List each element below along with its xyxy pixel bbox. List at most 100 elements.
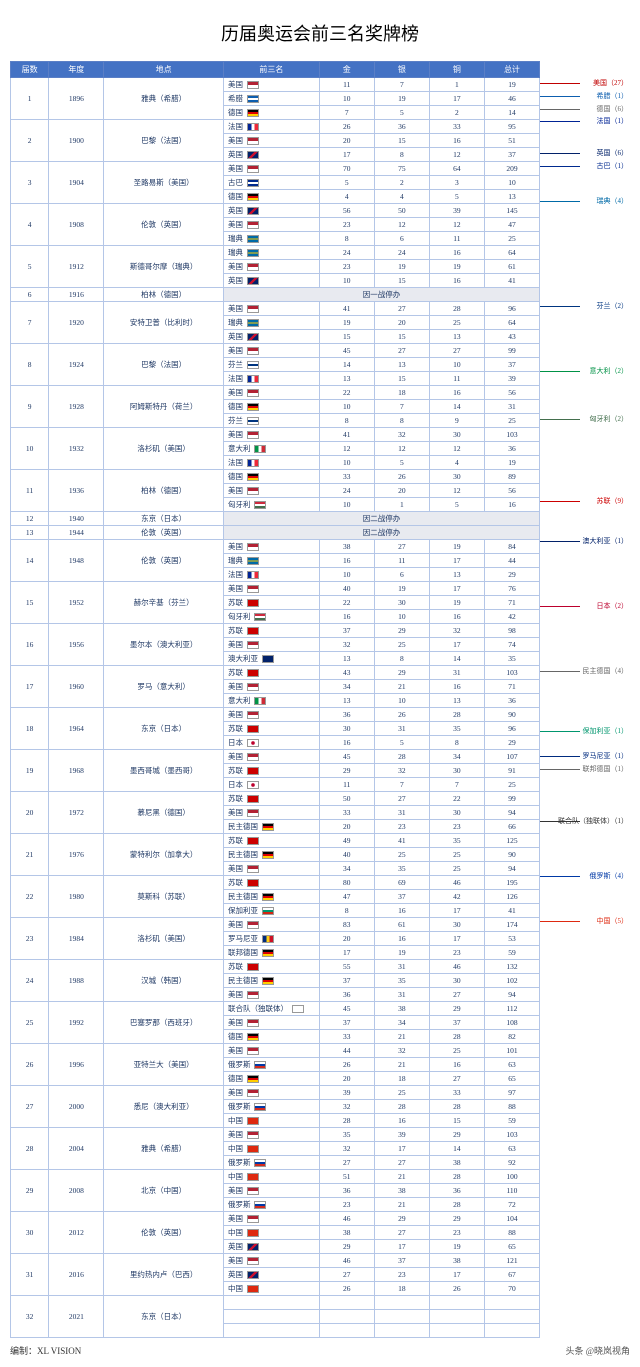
- cell: 芬兰: [224, 414, 320, 428]
- cell: 1912: [49, 246, 104, 288]
- cell: 美国: [224, 750, 320, 764]
- cell: 46: [429, 876, 484, 890]
- cell: 40: [319, 848, 374, 862]
- flag-icon: [247, 753, 259, 761]
- cell: 16: [429, 246, 484, 260]
- cell: 14: [11, 540, 49, 582]
- cell: 8: [319, 414, 374, 428]
- cell: 德国: [224, 106, 320, 120]
- cell: 21: [374, 1198, 429, 1212]
- cell: 19: [374, 582, 429, 596]
- cell: 23: [429, 946, 484, 960]
- cell: 19: [374, 260, 429, 274]
- cell: 34: [429, 750, 484, 764]
- cell: 14: [484, 106, 539, 120]
- cell: [484, 1310, 539, 1324]
- cell: [224, 1296, 320, 1310]
- cell: 27: [374, 302, 429, 316]
- cell: 22: [11, 876, 49, 918]
- cell: 巴黎（法国）: [104, 120, 224, 162]
- table-row: 71920安特卫普（比利时）美国 41272896: [11, 302, 540, 316]
- cell: 24: [374, 246, 429, 260]
- cell: 80: [319, 876, 374, 890]
- cell: 17: [429, 904, 484, 918]
- cell: 27: [11, 1086, 49, 1128]
- cell: 56: [319, 204, 374, 218]
- table-row: 51912斯德哥尔摩（瑞典）瑞典 24241664: [11, 246, 540, 260]
- flag-icon: [262, 893, 274, 901]
- cell: 74: [484, 638, 539, 652]
- cell: 30: [429, 918, 484, 932]
- cell: 24: [319, 246, 374, 260]
- cell: 25: [484, 778, 539, 792]
- cell: 27: [429, 988, 484, 1002]
- cell: 20: [374, 484, 429, 498]
- cell: [484, 1296, 539, 1310]
- cell: 26: [319, 1058, 374, 1072]
- cell: 法国: [224, 568, 320, 582]
- cell: 洛杉矶（美国）: [104, 428, 224, 470]
- cell: 13: [319, 372, 374, 386]
- cell: 1960: [49, 666, 104, 708]
- cell: 55: [319, 960, 374, 974]
- table-row: 282004雅典（希腊）美国 353929103: [11, 1128, 540, 1142]
- flag-icon: [247, 333, 259, 341]
- cell: 69: [374, 876, 429, 890]
- side-label: 瑞典（4）: [597, 196, 629, 206]
- cell: 英国: [224, 1240, 320, 1254]
- cell: 53: [484, 932, 539, 946]
- table-row: 292008北京（中国）中国 512128100: [11, 1170, 540, 1184]
- table-row: 251992巴塞罗那（西班牙）联合队（独联体） 453829112: [11, 1002, 540, 1016]
- cell: 中国: [224, 1282, 320, 1296]
- cell: 英国: [224, 204, 320, 218]
- cell: 美国: [224, 134, 320, 148]
- cell: 71: [484, 596, 539, 610]
- table-row: 121940东京（日本）因二战停办: [11, 512, 540, 526]
- cell: 12: [374, 442, 429, 456]
- flag-icon: [247, 1019, 259, 1027]
- cell: 美国: [224, 862, 320, 876]
- flag-icon: [247, 1173, 259, 1181]
- cell: 45: [319, 750, 374, 764]
- col-header: 地点: [104, 62, 224, 78]
- cell: 中国: [224, 1226, 320, 1240]
- table-row: 31904圣路易斯（美国）美国 707564209: [11, 162, 540, 176]
- cell: 31: [429, 666, 484, 680]
- flag-icon: [247, 641, 259, 649]
- cell: 日本: [224, 736, 320, 750]
- cell: 18: [374, 1282, 429, 1296]
- cell: 美国: [224, 1016, 320, 1030]
- cell: 瑞典: [224, 246, 320, 260]
- table-header-row: 届数年度地点前三名金银铜总计: [11, 62, 540, 78]
- cell: 12: [429, 442, 484, 456]
- flag-icon: [247, 249, 259, 257]
- flag-icon: [247, 1187, 259, 1195]
- cell: 39: [374, 1128, 429, 1142]
- cell: 29: [484, 736, 539, 750]
- flag-icon: [247, 361, 259, 369]
- connector-line: [540, 501, 580, 502]
- cell: 民主德国: [224, 820, 320, 834]
- cell: 66: [484, 820, 539, 834]
- cell: 41: [484, 274, 539, 288]
- connector-line: [540, 153, 580, 154]
- flag-icon: [247, 1257, 259, 1265]
- connector-line: [540, 541, 580, 542]
- connector-line: [540, 371, 580, 372]
- cell: 209: [484, 162, 539, 176]
- cell: 15: [374, 134, 429, 148]
- cell: 33: [319, 470, 374, 484]
- cell: 6: [374, 232, 429, 246]
- cell: 37: [374, 890, 429, 904]
- flag-icon: [247, 109, 259, 117]
- cell: 16: [11, 624, 49, 666]
- cell: 34: [319, 680, 374, 694]
- cell: 德国: [224, 1072, 320, 1086]
- flag-icon: [262, 851, 274, 859]
- cell: 东京（日本）: [104, 1296, 224, 1338]
- connector-line: [540, 306, 580, 307]
- cell: 苏联: [224, 792, 320, 806]
- cell: [319, 1296, 374, 1310]
- cell: 美国: [224, 1128, 320, 1142]
- cell: 28: [429, 1030, 484, 1044]
